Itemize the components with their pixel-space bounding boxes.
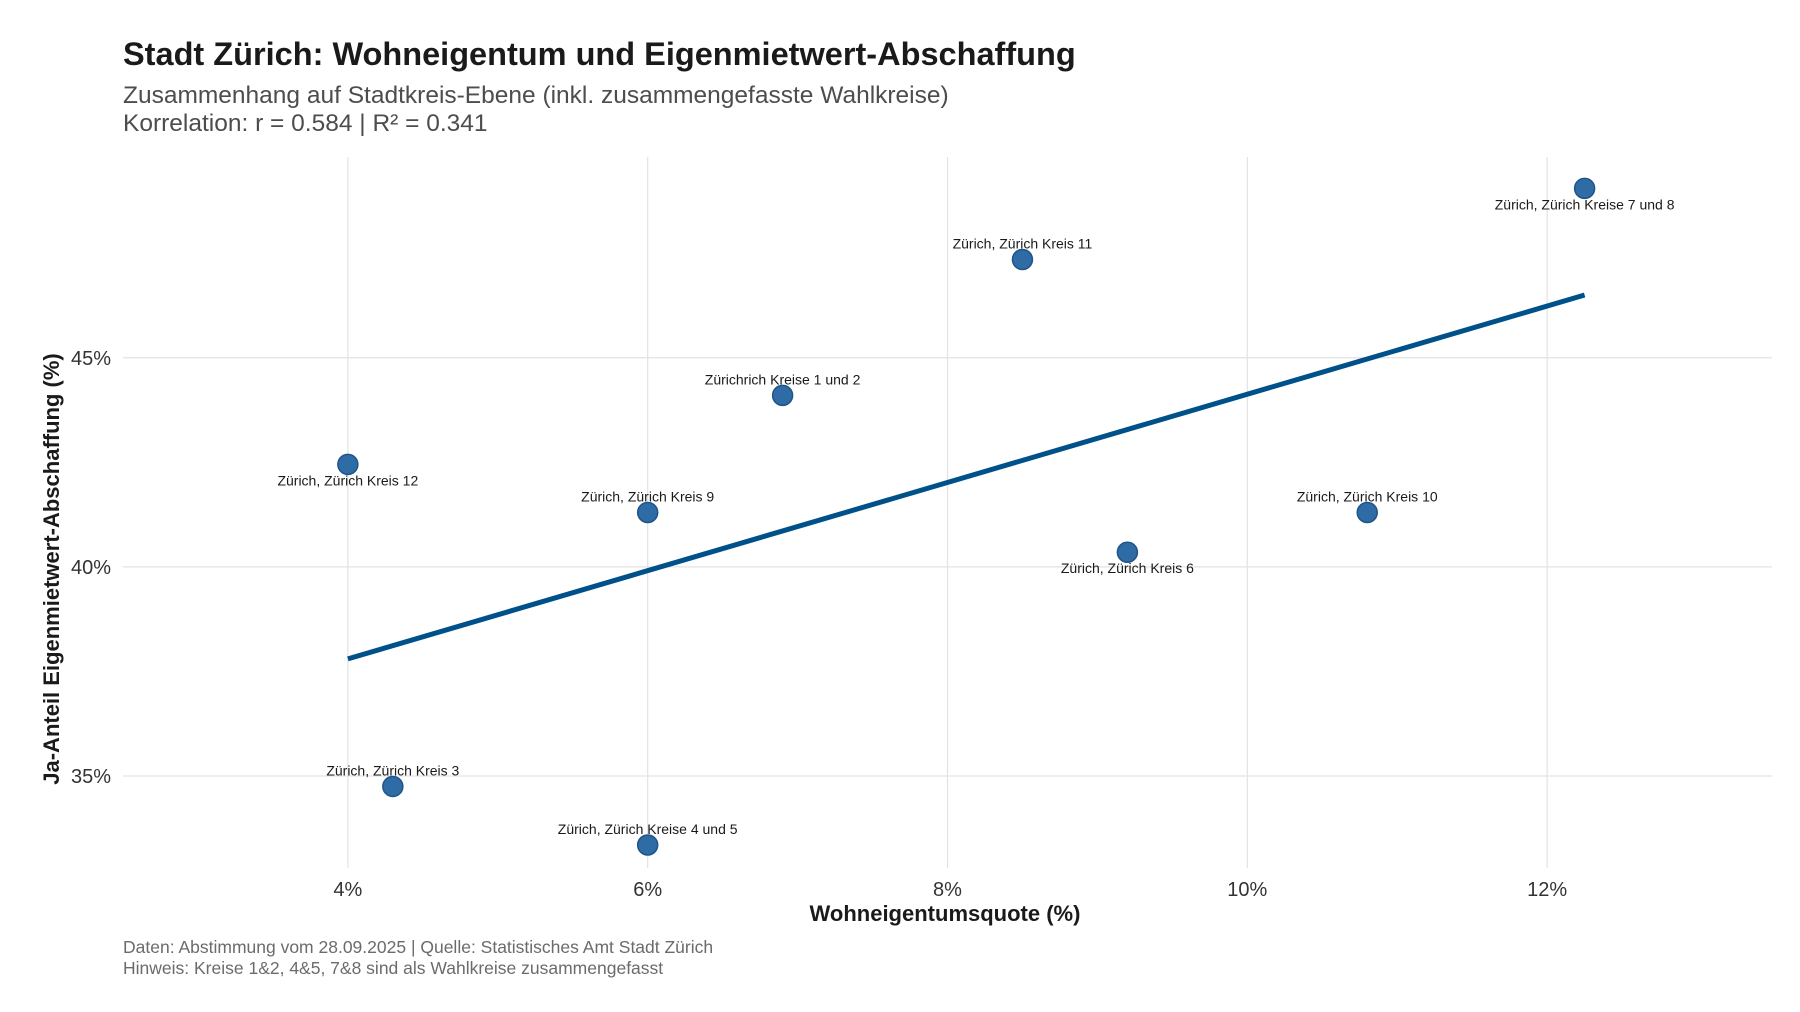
x-tick-label: 6% bbox=[633, 879, 662, 901]
y-tick-label: 40% bbox=[71, 557, 111, 579]
data-point bbox=[337, 453, 359, 476]
caption-data-source: Daten: Abstimmung vom 28.09.2025 | Quell… bbox=[123, 937, 713, 957]
data-point-labels: Zürich, Zürich Kreise 7 und 8 Zürich, Zür… bbox=[277, 196, 1674, 837]
data-point bbox=[636, 834, 659, 856]
trend-line bbox=[347, 292, 1586, 662]
data-point-label: Zürich, Zürich Kreise 4 und 5 bbox=[558, 821, 738, 837]
data-point-label: Zürich, Zürich Kreis 6 bbox=[1061, 560, 1194, 576]
y-axis-title: Ja-Anteil Eigenmietwert-Abschaffung (%) bbox=[39, 353, 64, 784]
x-axis-ticks: 4% 6% 8% 10% 12% bbox=[333, 879, 1567, 901]
data-point bbox=[636, 501, 659, 524]
x-tick-label: 12% bbox=[1527, 879, 1567, 901]
data-point-label: Zürichrich Kreise 1 und 2 bbox=[705, 371, 861, 387]
data-point-label: Zürich, Zürich Kreis 3 bbox=[326, 762, 459, 778]
data-point-label: Zürich, Zürich Kreise 7 und 8 bbox=[1495, 196, 1675, 212]
x-tick-label: 8% bbox=[933, 879, 962, 901]
grid bbox=[123, 157, 1772, 868]
x-axis-title: Wohneigentumsquote (%) bbox=[810, 901, 1081, 926]
data-point bbox=[1116, 541, 1139, 563]
data-point bbox=[1573, 177, 1596, 200]
data-points bbox=[337, 177, 1596, 856]
caption-note: Hinweis: Kreise 1&2, 4&5, 7&8 sind als W… bbox=[123, 958, 663, 978]
chart-subtitle-line-2: Korrelation: r = 0.584 | R² = 0.341 bbox=[123, 110, 488, 137]
y-tick-label: 35% bbox=[71, 766, 111, 788]
y-tick-label: 45% bbox=[71, 348, 111, 370]
y-axis-ticks: 35% 40% 45% bbox=[71, 348, 111, 788]
x-tick-label: 10% bbox=[1227, 879, 1267, 901]
x-tick-label: 4% bbox=[333, 879, 362, 901]
data-point-label: Zürich, Zürich Kreis 10 bbox=[1297, 489, 1438, 505]
data-point-label: Zürich, Zürich Kreis 11 bbox=[953, 235, 1093, 251]
chart-title: Stadt Zürich: Wohneigentum und Eigenmiet… bbox=[123, 36, 1076, 72]
trend-line-group bbox=[347, 292, 1586, 662]
data-point-label: Zürich, Zürich Kreis 12 bbox=[277, 472, 418, 488]
data-point bbox=[1356, 501, 1378, 524]
chart-subtitle-line-1: Zusammenhang auf Stadtkreis-Ebene (inkl.… bbox=[123, 82, 949, 109]
data-point bbox=[1011, 248, 1034, 271]
data-point bbox=[771, 384, 794, 407]
data-point-label: Zürich, Zürich Kreis 9 bbox=[581, 489, 714, 505]
data-point bbox=[382, 775, 404, 798]
